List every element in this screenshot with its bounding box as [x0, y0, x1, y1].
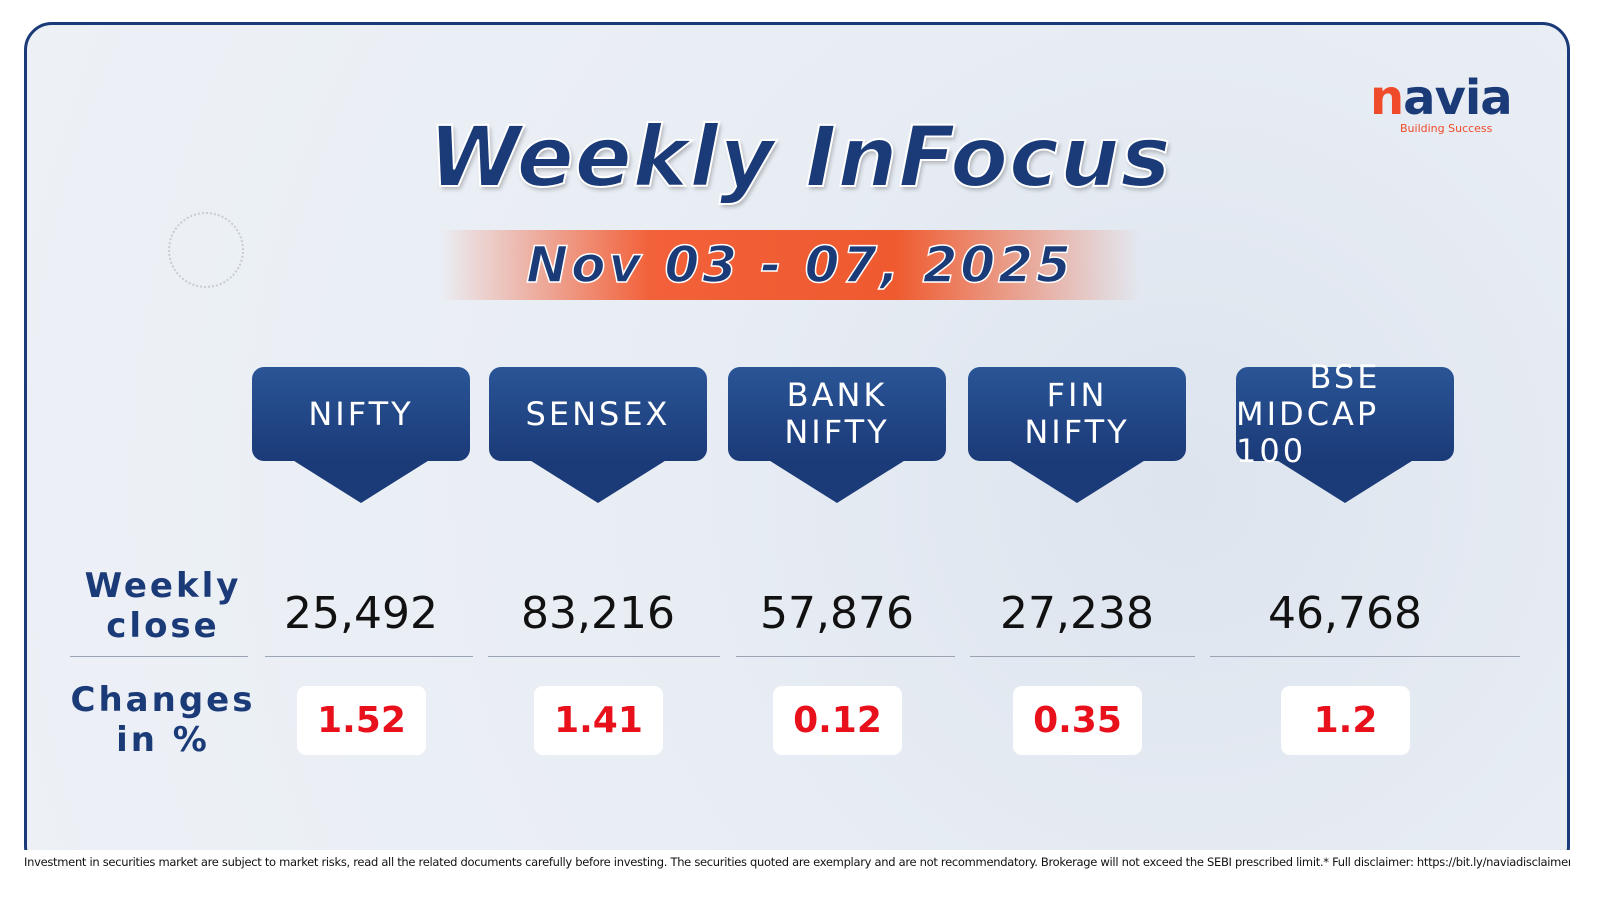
title: Weekly InFocus [427, 107, 1172, 207]
header-line: NIFTY [1024, 413, 1130, 451]
row-label-line: Changes [70, 680, 256, 720]
decor-icon [168, 212, 244, 288]
row-divider [1210, 656, 1520, 657]
header-pointer [291, 459, 431, 503]
row-label-line: in % [116, 720, 210, 760]
row-divider [970, 656, 1195, 657]
header-line: BSE [1309, 357, 1381, 396]
change-pct: 0.35 [1013, 686, 1142, 755]
header-line: FIN [1046, 376, 1108, 414]
header-line: BANK [786, 376, 888, 414]
column-header: FIN NIFTY [968, 367, 1186, 461]
weekly-close: 57,876 [760, 588, 914, 639]
row-divider [488, 656, 720, 657]
weekly-close: 25,492 [284, 588, 438, 639]
header-pointer [528, 459, 668, 503]
row-divider [736, 656, 955, 657]
header-line: MIDCAP 100 [1236, 394, 1380, 470]
logo: navia [1370, 70, 1513, 126]
date: Nov 03 - 07, 2025 [526, 235, 1074, 295]
column-header: NIFTY [252, 367, 470, 461]
weekly-close: 46,768 [1268, 588, 1422, 639]
header-pointer [767, 459, 907, 503]
date-band [440, 230, 1140, 300]
change-pct: 0.12 [773, 686, 902, 755]
weekly-close: 27,238 [1000, 588, 1154, 639]
tagline: Building Success [1400, 122, 1493, 135]
header-line: SENSEX [525, 394, 671, 433]
change-pct: 1.52 [297, 686, 426, 755]
row-label-line: Weekly [84, 566, 242, 606]
row-label-line: close [106, 606, 220, 646]
change-pct: 1.41 [534, 686, 663, 755]
column-header: SENSEX [489, 367, 707, 461]
header-line: NIFTY [784, 413, 890, 451]
row-label: Changes in % [63, 680, 263, 760]
column-header: BSE MIDCAP 100 [1236, 358, 1454, 469]
disclaimer: Investment in securities market are subj… [24, 850, 1570, 874]
column-header: BANK NIFTY [728, 367, 946, 461]
header-pointer [1275, 459, 1415, 503]
header-pointer [1007, 459, 1147, 503]
header-line: NIFTY [308, 394, 414, 433]
change-pct: 1.2 [1281, 686, 1410, 755]
row-divider [265, 656, 473, 657]
row-divider [70, 656, 248, 657]
row-label: Weekly close [63, 566, 263, 646]
weekly-close: 83,216 [521, 588, 675, 639]
